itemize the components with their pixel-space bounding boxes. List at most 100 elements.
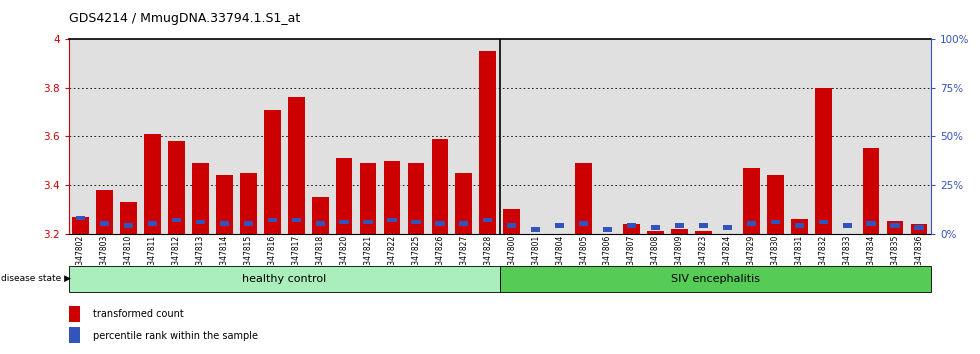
Bar [671,229,688,234]
Text: disease state ▶: disease state ▶ [1,274,71,283]
Bar [213,39,236,234]
Bar [787,39,811,234]
Bar [192,163,209,234]
Bar [883,39,907,234]
Bar [747,222,756,226]
Bar [527,234,544,236]
Bar [715,39,739,234]
Bar [887,222,904,234]
Text: GDS4214 / MmugDNA.33794.1.S1_at: GDS4214 / MmugDNA.33794.1.S1_at [69,12,300,25]
Bar [647,231,663,234]
Bar [412,219,420,224]
Bar [316,222,324,226]
Bar [356,39,380,234]
Bar [240,173,257,234]
Bar [675,223,684,228]
Bar [523,39,548,234]
Bar [603,227,612,232]
Bar [723,225,732,230]
Bar [596,39,619,234]
Bar [479,51,496,234]
Bar [148,222,157,226]
Bar [165,39,188,234]
Bar [483,218,492,222]
Bar [914,225,923,230]
Bar [552,234,568,236]
Bar [862,148,879,234]
Bar [891,223,900,228]
Bar [339,219,349,224]
Text: transformed count: transformed count [93,309,184,319]
Bar [216,175,232,234]
Bar [431,139,448,234]
Bar [866,222,876,226]
Bar [743,168,760,234]
Bar [76,216,85,221]
Bar [811,39,835,234]
Bar [695,231,711,234]
Bar [548,39,571,234]
Bar [96,190,113,234]
Bar [508,223,516,228]
Bar [121,202,137,234]
Bar [843,223,852,228]
Bar [699,223,708,228]
Bar [623,224,640,234]
Bar [644,39,667,234]
Bar [910,224,927,234]
Bar [692,39,715,234]
Bar [236,39,261,234]
Bar [859,39,883,234]
Bar [770,219,780,224]
Bar [380,39,404,234]
Bar [188,39,213,234]
Bar [288,97,305,234]
Bar [555,223,564,228]
Bar [476,39,500,234]
Bar [220,222,229,226]
Bar [244,222,253,226]
Bar [763,39,787,234]
Bar [907,39,931,234]
Bar [814,88,832,234]
Bar [69,39,92,234]
Text: healthy control: healthy control [242,274,326,284]
Bar [667,39,692,234]
Bar [172,218,181,222]
Bar [767,175,784,234]
Bar [312,197,328,234]
Text: percentile rank within the sample: percentile rank within the sample [93,331,258,341]
Bar [196,219,205,224]
Bar [92,39,117,234]
Bar [261,39,284,234]
Bar [292,218,301,222]
Bar [123,223,133,228]
Bar [619,39,644,234]
Text: SIV encephalitis: SIV encephalitis [671,274,760,284]
Bar [818,219,828,224]
Bar [575,163,592,234]
Bar [268,218,276,222]
Bar [404,39,428,234]
Bar [383,161,401,234]
Bar [739,39,763,234]
Bar [627,223,636,228]
Bar [168,141,185,234]
Bar [336,158,353,234]
Bar [791,219,808,234]
Bar [100,222,109,226]
Bar [795,223,804,228]
Bar [284,39,308,234]
Bar [599,234,616,236]
Bar [835,39,859,234]
Bar [140,39,165,234]
Bar [435,222,445,226]
Bar [651,225,661,230]
Bar [144,134,161,234]
Bar [452,39,476,234]
Bar [531,227,540,232]
Bar [360,163,376,234]
Bar [364,219,372,224]
Bar [387,218,397,222]
Bar [500,39,523,234]
